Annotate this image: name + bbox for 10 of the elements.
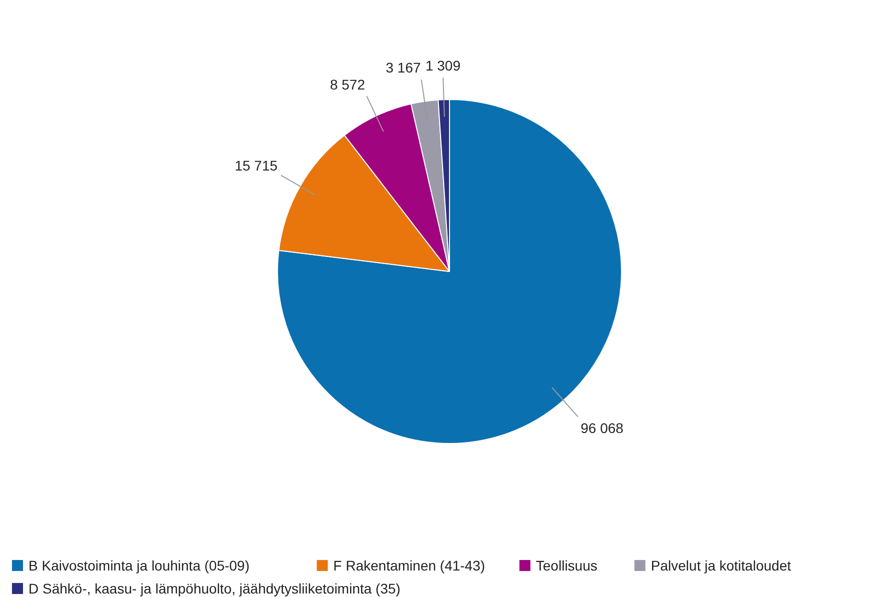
data-label: 15 715 [234, 157, 278, 174]
legend-label: D Sähkö-, kaasu- ja lämpöhuolto, jäähdytysliiketoiminta (35) [28, 580, 400, 596]
data-label: 8 572 [330, 76, 366, 92]
data-label: 3 167 [386, 60, 421, 76]
legend-label: F Rakentaminen (41-43) [333, 558, 486, 574]
data-label: 96 068 [580, 420, 624, 436]
legend-label: Palvelut ja kotitaloudet [650, 558, 792, 574]
data-label: 1 309 [425, 58, 461, 74]
legend-label: B Kaivostoiminta ja louhinta (05-09) [28, 558, 250, 574]
legend-label: Teollisuus [536, 558, 598, 574]
